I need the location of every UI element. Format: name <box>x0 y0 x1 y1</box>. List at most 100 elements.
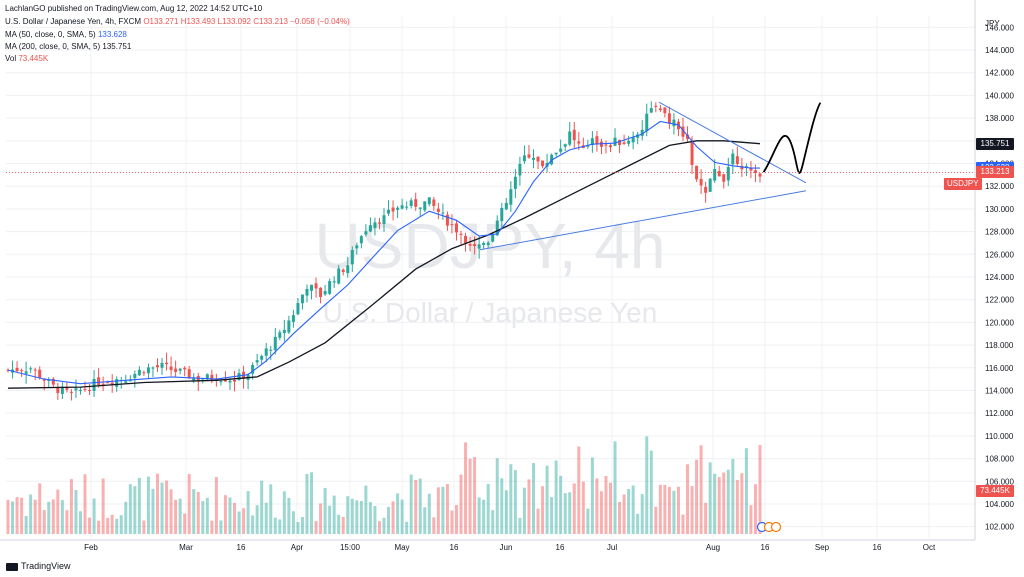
candle <box>205 374 209 380</box>
candle <box>559 148 563 152</box>
volume-bar <box>409 474 413 534</box>
volume-bar <box>291 511 295 534</box>
candle <box>649 108 653 113</box>
ohlc-close: C133.213 <box>253 17 288 26</box>
candle <box>92 378 96 391</box>
volume-bar <box>11 501 15 534</box>
watermark-symbol: USDJPY, 4h <box>315 210 666 282</box>
volume-bar <box>305 473 309 534</box>
volume-bar <box>359 501 363 534</box>
volume-bar <box>187 474 191 534</box>
candle <box>341 269 345 273</box>
candle <box>223 379 227 382</box>
volume-bar <box>577 446 581 534</box>
volume-bar <box>328 505 332 534</box>
x-tick-label: 16 <box>450 543 459 552</box>
candle <box>450 224 454 226</box>
y-tick-label: 146.000 <box>985 23 1014 32</box>
candle <box>291 315 295 322</box>
candle <box>722 174 726 182</box>
y-tick-label: 128.000 <box>985 228 1014 237</box>
volume-bar <box>56 489 60 534</box>
volume-bar <box>323 487 327 534</box>
candle <box>160 362 164 368</box>
volume-bar <box>468 458 472 534</box>
ma50-value: 133.628 <box>97 30 127 39</box>
candle <box>690 140 694 165</box>
candle <box>51 378 55 385</box>
candle <box>15 367 19 372</box>
candle <box>305 288 309 296</box>
y-tick-label: 110.000 <box>985 432 1014 441</box>
candle <box>436 208 440 212</box>
x-tick-label: May <box>394 543 409 552</box>
currency-label: JPY <box>985 19 1000 28</box>
volume-bar <box>42 510 46 534</box>
volume-bar <box>69 479 73 534</box>
volume-bar <box>387 506 391 534</box>
volume-bar <box>264 502 268 534</box>
volume-bar <box>477 497 481 534</box>
candle <box>482 242 486 246</box>
volume-bar <box>423 507 427 534</box>
volume-bar <box>414 479 418 534</box>
volume-bar <box>559 475 563 534</box>
volume-bar <box>6 499 10 534</box>
candle <box>631 137 635 143</box>
candle <box>414 199 418 207</box>
volume-bar <box>183 513 187 534</box>
y-tick-label: 130.000 <box>985 205 1014 214</box>
volume-bar <box>491 510 495 534</box>
y-tick-label: 118.000 <box>985 341 1014 350</box>
candle <box>541 160 545 167</box>
volume-legend[interactable]: Vol 73.445K <box>5 54 48 64</box>
candle <box>681 126 685 137</box>
volume-bar <box>658 484 662 534</box>
x-tick-label: Feb <box>84 543 98 552</box>
event-marker-icon <box>770 521 782 533</box>
volume-bar <box>735 480 739 534</box>
volume-bar <box>24 515 28 534</box>
volume-bar <box>233 502 237 534</box>
candle <box>187 369 191 379</box>
volume-bar <box>482 499 486 534</box>
price-tag: 133.213 <box>976 166 1014 179</box>
y-tick-label: 104.000 <box>985 500 1014 509</box>
candle <box>88 390 92 392</box>
candle <box>667 113 671 124</box>
ma50-legend[interactable]: MA (50, close, 0, SMA, 5) 133.628 <box>5 30 127 40</box>
candle <box>726 167 730 181</box>
volume-bar <box>436 487 440 534</box>
candle <box>65 386 69 390</box>
candle <box>155 365 159 368</box>
volume-bar <box>119 515 123 534</box>
candle <box>133 373 137 379</box>
x-tick-label: Jun <box>500 543 513 552</box>
volume-bar <box>282 491 286 534</box>
symbol-price-tag: USDJPY <box>944 178 982 190</box>
candle <box>110 382 114 385</box>
tradingview-footer[interactable]: TradingView <box>6 561 71 571</box>
candle <box>337 268 341 284</box>
volume-bar <box>731 458 735 534</box>
candle <box>300 294 304 304</box>
volume-bar <box>151 488 155 534</box>
ma200-legend[interactable]: MA (200, close, 0, SMA, 5) 135.751 <box>5 42 131 52</box>
y-tick-label: 122.000 <box>985 296 1014 305</box>
candle <box>142 372 146 374</box>
volume-bar <box>681 514 685 534</box>
candle <box>42 378 46 381</box>
candle <box>749 168 753 171</box>
volume-bar <box>563 493 567 534</box>
volume-bar <box>405 521 409 534</box>
x-tick-label: 16 <box>761 543 770 552</box>
candle <box>563 144 567 147</box>
candle <box>56 387 60 393</box>
candle <box>473 243 477 247</box>
candle <box>332 281 336 283</box>
volume-bar <box>708 462 712 534</box>
volume-bar <box>622 494 626 534</box>
volume-bar <box>214 476 218 534</box>
x-tick-label: Sep <box>815 543 830 552</box>
